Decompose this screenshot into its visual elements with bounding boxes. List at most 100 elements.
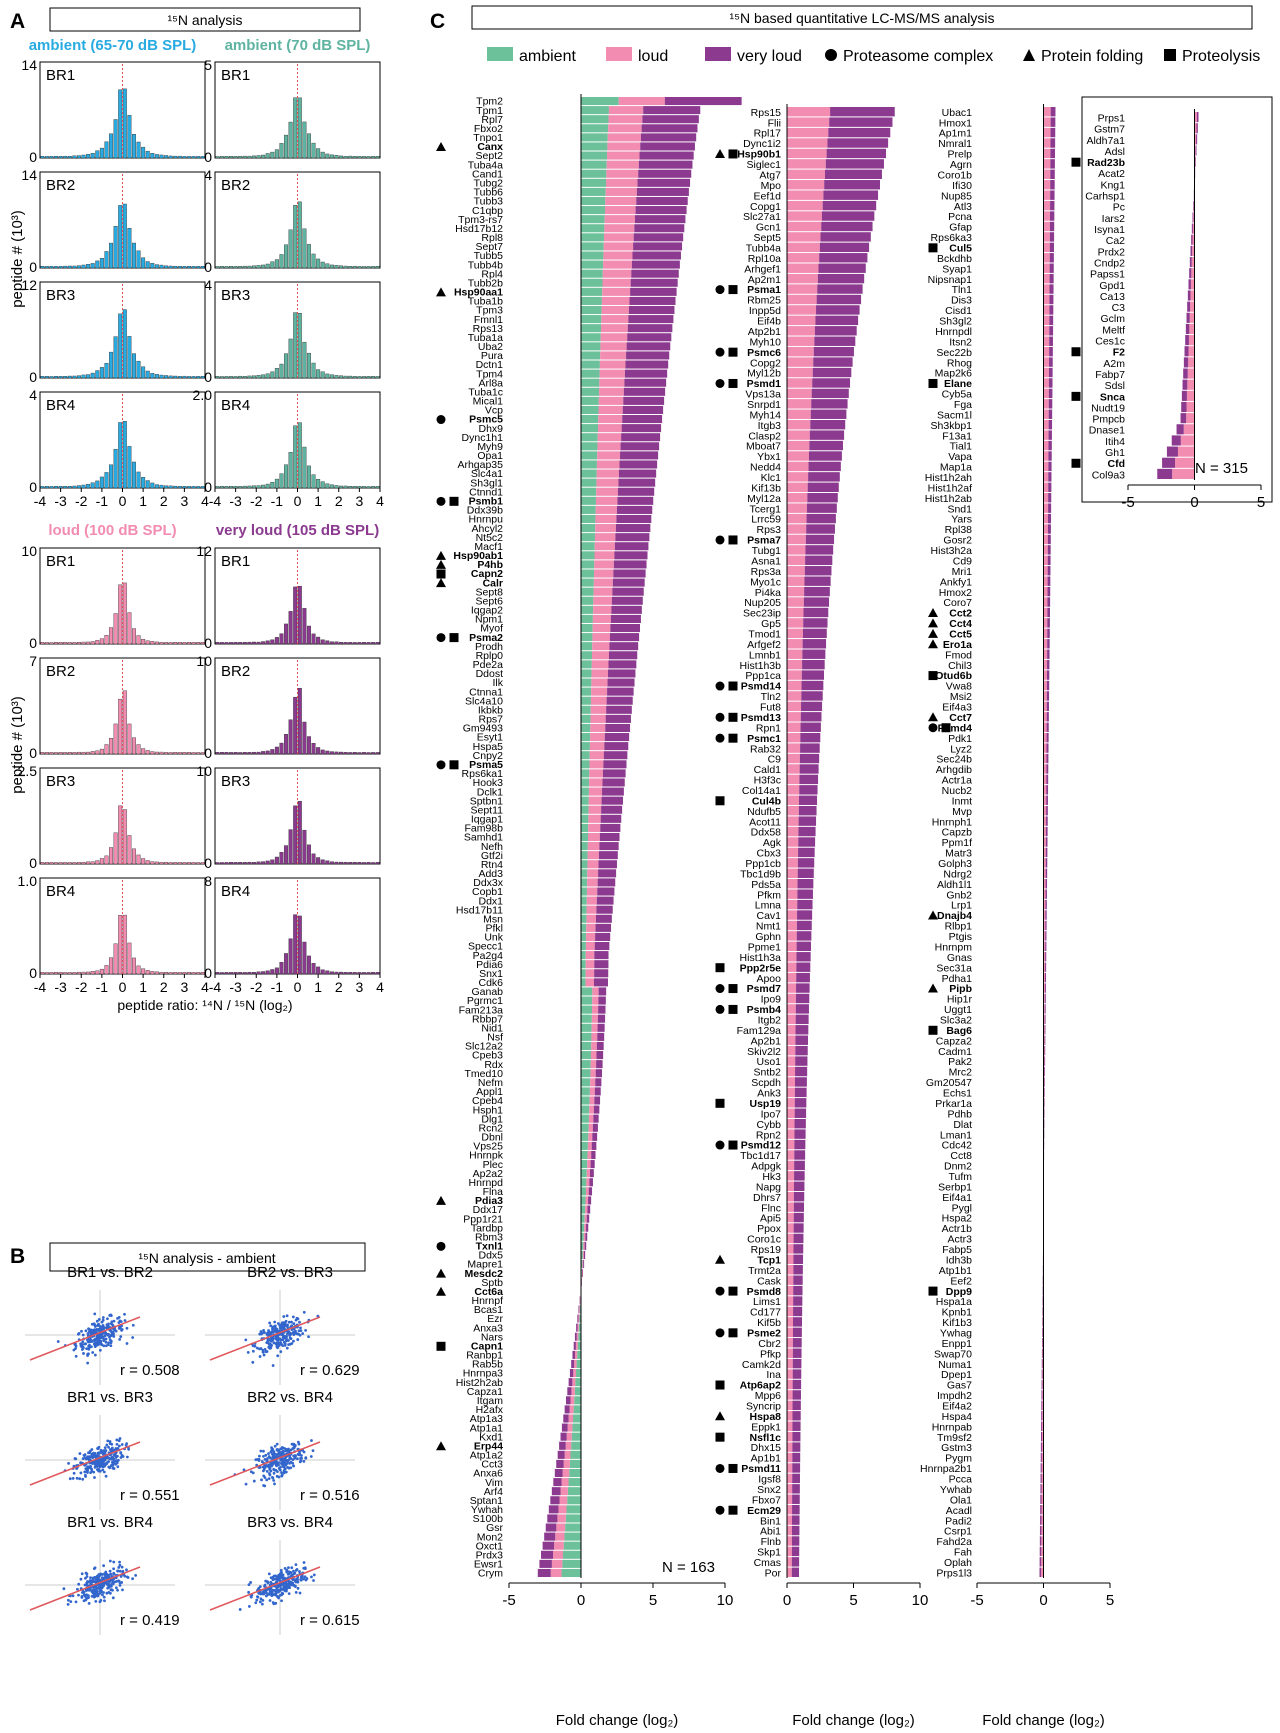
protein-label: Crym [478,1568,503,1580]
bar-very-loud [1049,284,1054,294]
protein-label: Kxd1 [479,1431,503,1443]
histogram-bar [150,482,155,489]
scatter-point [96,1590,99,1594]
protein-label: Dhx15 [751,1442,782,1454]
bar-loud [787,899,798,910]
histogram-bar [251,155,256,159]
histogram-bar [49,972,54,975]
square-icon [928,1286,938,1296]
histogram-bar [109,242,114,269]
histogram-bar [339,751,344,755]
bar-very-loud [1049,326,1054,336]
bar-very-loud [628,305,675,315]
scatter-point [86,1332,90,1335]
scatter-point [116,1465,120,1469]
histogram-bar [67,862,72,865]
bar-very-loud [596,1051,604,1060]
bar-loud [1043,524,1048,534]
bar-ambient [581,669,592,678]
protein-label: Capzb [942,827,973,839]
histogram-bar [371,376,376,379]
scatter-point [92,1470,96,1474]
scatter-point [287,1343,290,1347]
histogram-bar [357,642,362,645]
histogram-bar [127,115,132,159]
protein-label: Pcca [949,1474,973,1486]
bar-loud [1043,367,1049,378]
protein-label: Chil3 [948,660,972,672]
bar-very-loud [807,482,839,493]
protein-label: Pak2 [948,1056,972,1068]
scatter-point [120,1328,124,1331]
histogram-bar [118,422,123,489]
bar-loud [787,1004,796,1014]
scatter-point [103,1334,107,1338]
protein-label: Pc [1113,202,1125,214]
replicate-label: BR2 [221,663,250,680]
bar-loud [787,1338,793,1348]
scatter-point [93,1588,96,1592]
bar-very-loud [795,1035,809,1045]
bar-very-loud [812,367,852,378]
bar-loud [558,1505,567,1514]
bar-loud [787,1369,793,1379]
bar-ambient [581,378,600,387]
scatter-point [81,1477,85,1481]
bar-very-loud [1048,367,1053,378]
scatter-point [310,1439,313,1442]
scatter-point [238,1608,242,1611]
bar-loud [1043,795,1047,805]
bar-loud [1043,732,1047,743]
bar-ambient [581,642,593,651]
protein-label: Psmd8 [747,1286,782,1298]
bar-ambient [581,787,589,796]
protein-label: Meltf [1102,324,1125,336]
histogram-bar [238,375,243,379]
bar-very-loud [1047,555,1051,566]
bar-very-loud [1195,156,1196,167]
scatter-point [101,1468,105,1472]
bar-very-loud [1050,107,1056,117]
protein-label: Sec23ip [743,608,781,620]
bar-ambient [566,1505,581,1514]
bar-loud [787,847,799,858]
scatter-point [278,1326,282,1330]
histogram-bar [320,481,325,489]
bar-very-loud [626,342,671,351]
scatter-point [93,1325,97,1328]
protein-label: Ahcyl2 [471,523,503,535]
histogram-bar [58,486,63,489]
protein-label: Hist2h2ab [456,1377,503,1389]
scatter-point [90,1448,94,1451]
bar-ambient [581,1069,591,1078]
histogram-bar [284,464,289,489]
fold-change-charts: Tpm2Tpm1Rpl7Fbxo2Tnpo1CanxSept2Tuba4aCan… [436,94,1273,1729]
bar-very-loud [811,388,849,399]
protein-label: Gm20547 [926,1077,972,1089]
protein-label: Adsl [1105,146,1125,158]
scatter-point [258,1465,262,1469]
bar-very-loud [1044,1066,1045,1077]
scatter-point [269,1580,273,1584]
bar-loud [1191,268,1195,279]
protein-label: Pygl [952,1202,972,1214]
histogram-bar [247,375,252,379]
bar-ambient [581,342,601,351]
histogram-bar [329,264,334,269]
bar-very-loud [1044,1025,1046,1035]
histogram-bar [104,251,109,269]
histogram-bar [229,376,234,379]
protein-label: Impdh2 [937,1390,972,1402]
bar-loud [787,1431,793,1442]
bar-ambient [581,578,594,587]
histogram-bar [104,362,109,379]
scatter-point [310,1575,313,1579]
scatter-point [302,1310,306,1314]
histogram-bar [284,353,289,379]
histogram-bar [352,752,357,755]
scatter-point [246,1351,250,1354]
bar-loud [1043,263,1050,273]
histogram-bar [191,752,196,755]
bar-very-loud [618,478,656,487]
regression-line [209,1441,321,1486]
